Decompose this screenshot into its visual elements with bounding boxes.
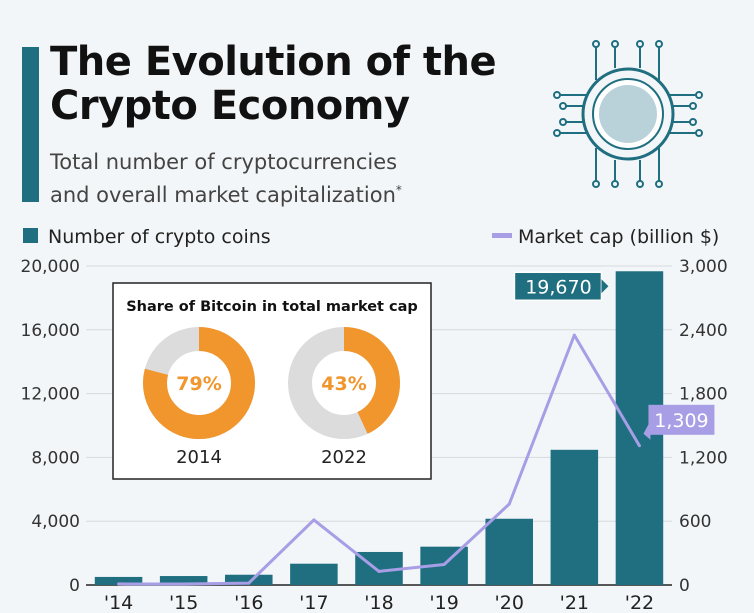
- left-axis-tick-label: 12,000: [21, 385, 80, 405]
- donut-value-label: 79%: [176, 373, 221, 395]
- donut-year-label: 2014: [176, 447, 222, 468]
- title-line-1: The Evolution of the: [50, 39, 497, 85]
- chart-title: The Evolution of the Crypto Economy: [50, 39, 497, 129]
- legend-label-market-cap: Market cap (billion $): [518, 226, 719, 248]
- title-accent-bar: [22, 47, 39, 202]
- circuit-chip-icon: [553, 40, 703, 188]
- bar: [159, 576, 208, 585]
- left-axis-tick-label: 20,000: [21, 257, 80, 277]
- market-cap-point: [312, 518, 316, 522]
- x-axis-tick-label: '16: [234, 592, 263, 613]
- bar-callout-box: [513, 271, 603, 302]
- bar: [290, 563, 338, 585]
- market-cap-point: [247, 581, 251, 585]
- right-axis-tick-label: 1,200: [679, 448, 728, 468]
- bar-callout-pointer: [601, 279, 609, 294]
- x-axis-tick-label: '18: [364, 592, 393, 613]
- donut-share-slice: [288, 327, 400, 439]
- market-cap-point: [442, 562, 446, 566]
- left-axis-tick-label: 4,000: [31, 512, 80, 532]
- x-axis-tick-label: '15: [169, 592, 198, 613]
- donut-share-slice: [143, 327, 255, 439]
- market-cap-point: [637, 444, 641, 448]
- market-cap-point: [182, 582, 186, 586]
- x-axis-tick-label: '22: [625, 592, 654, 613]
- subtitle-line-1: Total number of cryptocurrencies: [50, 150, 398, 174]
- market-cap-point: [117, 582, 121, 586]
- x-axis-tick-label: '20: [495, 592, 524, 613]
- bar: [94, 576, 143, 585]
- donut-year-label: 2022: [321, 447, 367, 468]
- title-line-2: Crypto Economy: [50, 83, 410, 129]
- right-axis-tick-label: 600: [679, 512, 711, 532]
- x-axis-tick-label: '19: [429, 592, 458, 613]
- legend-swatch-coins: [23, 228, 38, 243]
- inset-title: Share of Bitcoin in total market cap: [126, 299, 418, 315]
- x-axis-tick-label: '21: [560, 592, 589, 613]
- right-axis-tick-label: 2,400: [679, 321, 728, 341]
- left-axis-tick-label: 16,000: [21, 321, 80, 341]
- subtitle-line-2: and overall market capitalization: [50, 183, 396, 207]
- legend-swatch-market-cap: [492, 233, 512, 238]
- market-cap-point: [572, 333, 576, 337]
- legend-label-coins: Number of crypto coins: [48, 226, 271, 248]
- x-axis-tick-label: '17: [299, 592, 328, 613]
- left-axis-tick-label: 8,000: [31, 448, 80, 468]
- donut-value-label: 43%: [321, 373, 366, 395]
- line-callout-box: [648, 404, 715, 435]
- right-axis-tick-label: 1,800: [679, 385, 728, 405]
- left-axis-tick-label: 0: [69, 576, 80, 596]
- bar: [225, 574, 273, 585]
- right-axis-tick-label: 3,000: [679, 257, 728, 277]
- subtitle-footnote-mark: *: [395, 183, 402, 197]
- line-callout-label: 1,309: [654, 410, 708, 432]
- bar: [485, 518, 533, 585]
- bar-callout-label: 19,670: [525, 276, 591, 298]
- x-axis-tick-label: '14: [104, 592, 133, 613]
- market-cap-point: [377, 569, 381, 573]
- bar: [550, 449, 599, 585]
- chart-subtitle: Total number of cryptocurrencies and ove…: [50, 148, 402, 209]
- right-axis-tick-label: 0: [679, 576, 690, 596]
- market-cap-point: [507, 502, 511, 506]
